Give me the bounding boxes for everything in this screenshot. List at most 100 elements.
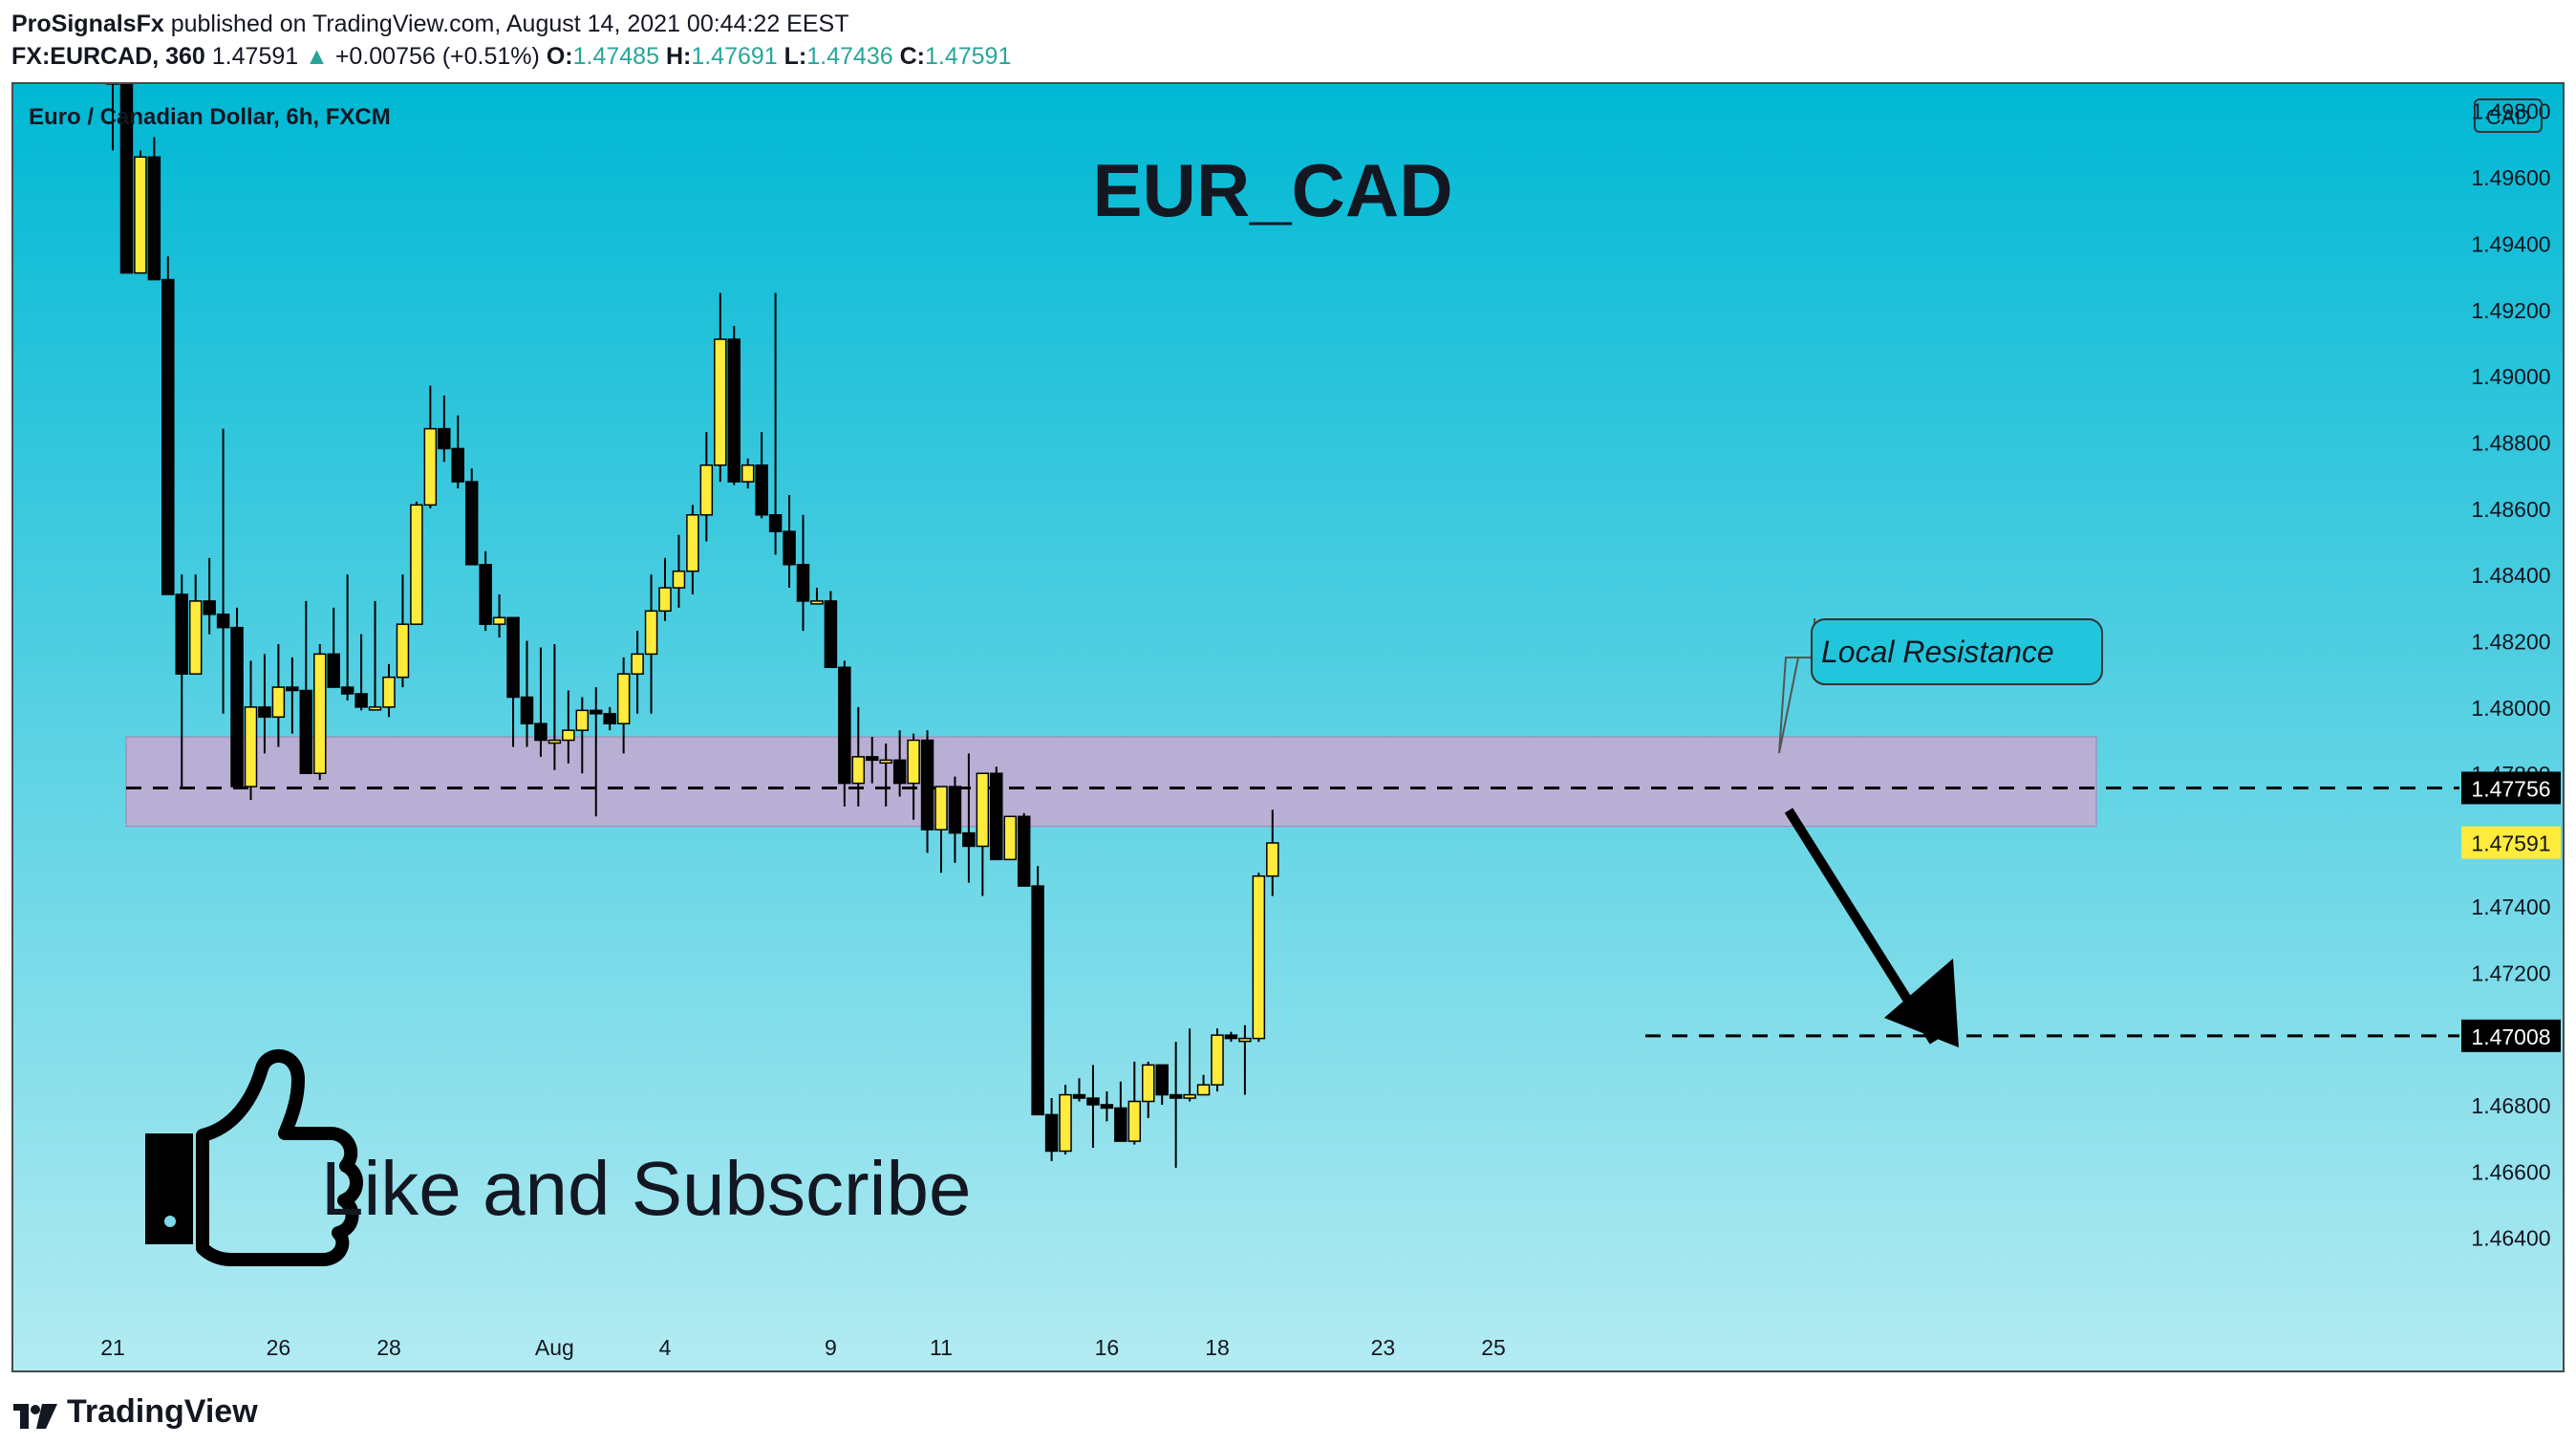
candle[interactable] [271,643,286,747]
candle[interactable] [934,786,948,873]
candle[interactable] [644,574,658,714]
candle[interactable] [562,690,575,764]
candle[interactable] [658,557,672,621]
candle[interactable] [382,663,396,718]
resistance-callout-text: Local Resistance [1821,635,2054,669]
candle[interactable] [1072,1078,1086,1102]
candle-body-bear [451,447,464,483]
candle[interactable] [1224,1031,1238,1043]
resistance-price-tag[interactable]: 1.47756 [2461,771,2561,805]
candle[interactable] [313,643,327,781]
candle[interactable] [1114,1081,1127,1142]
chart-panel[interactable]: EUR_CAD Euro / Canadian Dollar, 6h, FXCM… [11,82,2565,1372]
candle[interactable] [1252,873,1266,1043]
candle[interactable] [1003,815,1017,861]
candle[interactable] [506,616,520,747]
candle[interactable] [714,292,727,483]
footer-brand[interactable]: TradingView [13,1393,258,1431]
candle[interactable] [520,640,534,747]
candle[interactable] [134,150,147,274]
candle[interactable] [396,574,410,688]
publisher-name[interactable]: ProSignalsFx [11,11,164,37]
candle[interactable] [423,385,438,508]
candle[interactable] [1211,1028,1224,1092]
candle[interactable] [188,574,203,675]
candle[interactable] [244,660,258,800]
candle[interactable] [368,600,382,711]
target-price-tag[interactable]: 1.47008 [2461,1019,2561,1052]
candle[interactable] [824,591,838,669]
candle[interactable] [1017,812,1031,887]
candle[interactable] [230,607,244,787]
candle[interactable] [768,292,783,555]
candle[interactable] [438,395,451,463]
candle-body-bull [396,623,410,679]
candle[interactable] [838,660,851,807]
candle[interactable] [479,550,492,632]
candle[interactable] [631,631,644,714]
candle[interactable] [672,534,686,608]
candle[interactable] [354,634,368,711]
candle[interactable] [1238,1024,1252,1095]
current-price-tag[interactable]: 1.47591 [2461,826,2561,859]
candle[interactable] [907,733,920,820]
candle[interactable] [575,697,590,774]
resistance-callout[interactable] [1811,618,2103,685]
candle[interactable] [203,557,216,635]
candle[interactable] [920,730,934,853]
candle[interactable] [1086,1065,1100,1149]
candle[interactable] [1044,1098,1059,1161]
candle[interactable] [147,137,161,281]
candle[interactable] [216,428,230,714]
candle[interactable] [327,607,340,688]
candle[interactable] [286,657,299,734]
candle[interactable] [464,468,479,566]
candle[interactable] [851,706,866,807]
candle[interactable] [547,643,562,770]
candle[interactable] [796,514,810,632]
candle[interactable] [783,494,796,589]
resistance-zone[interactable] [125,736,2097,828]
candle[interactable] [1155,1064,1169,1105]
price-chart[interactable]: EUR_CAD Euro / Canadian Dollar, 6h, FXCM… [13,84,2563,1370]
candle[interactable] [119,84,134,274]
candle[interactable] [1059,1085,1072,1154]
candle[interactable] [106,84,119,151]
candle[interactable] [161,256,175,595]
candle[interactable] [699,432,714,542]
candle[interactable] [866,737,879,784]
candle[interactable] [590,687,603,817]
candle[interactable] [990,766,1003,861]
candle[interactable] [879,744,892,807]
candle[interactable] [616,657,631,754]
candle[interactable] [976,772,990,896]
candle[interactable] [962,753,976,883]
candle[interactable] [258,654,271,754]
resistance-price-tag-text: 1.47756 [2471,776,2550,801]
candle[interactable] [755,432,768,519]
candle-body-bear [768,514,783,532]
candle[interactable] [410,501,423,625]
candle[interactable] [1100,1091,1114,1122]
candle[interactable] [534,647,547,757]
candle[interactable] [892,730,907,797]
candle[interactable] [340,574,354,701]
candle[interactable] [727,326,741,485]
candle[interactable] [492,593,506,638]
candle[interactable] [299,600,313,774]
candle[interactable] [741,458,755,489]
candle[interactable] [1142,1061,1155,1118]
candle[interactable] [175,574,188,787]
candle[interactable] [603,706,616,731]
candle[interactable] [948,776,962,863]
candle[interactable] [1196,1074,1211,1096]
candle[interactable] [810,588,824,605]
candle[interactable] [1127,1061,1142,1145]
candle[interactable] [1169,1042,1183,1168]
candle[interactable] [686,505,699,594]
candle[interactable] [1183,1028,1196,1102]
candle[interactable] [451,415,464,489]
candle[interactable] [1266,809,1279,896]
candle[interactable] [1031,866,1044,1116]
currency-badge[interactable]: CAD [2474,98,2543,133]
